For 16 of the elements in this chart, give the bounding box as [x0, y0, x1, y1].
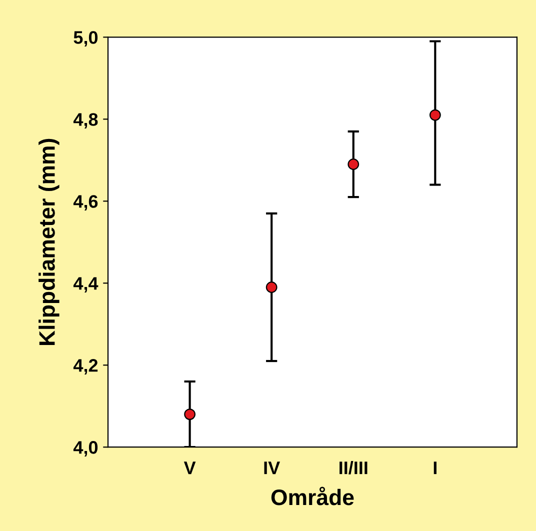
y-tick-label: 4,6 — [73, 195, 98, 210]
x-axis-title: Område — [271, 486, 354, 506]
y-tick-label: 5,0 — [74, 31, 98, 47]
y-tick-label: 4,2 — [73, 359, 98, 374]
x-tick-label: II/III — [340, 460, 368, 474]
y-axis-title: Klippdiameter (mm) — [38, 138, 60, 345]
x-tick-label: V — [184, 462, 196, 474]
point — [429, 109, 441, 121]
point — [266, 282, 278, 293]
y-tick-label: 4,8 — [73, 113, 98, 128]
y-tick-label: 4,0 — [73, 441, 98, 456]
x-tick-label: I — [434, 462, 436, 474]
x-tick-label: IV — [264, 462, 280, 474]
point — [184, 408, 196, 420]
point — [348, 158, 360, 170]
y-tick-label: 4,4 — [73, 277, 98, 292]
